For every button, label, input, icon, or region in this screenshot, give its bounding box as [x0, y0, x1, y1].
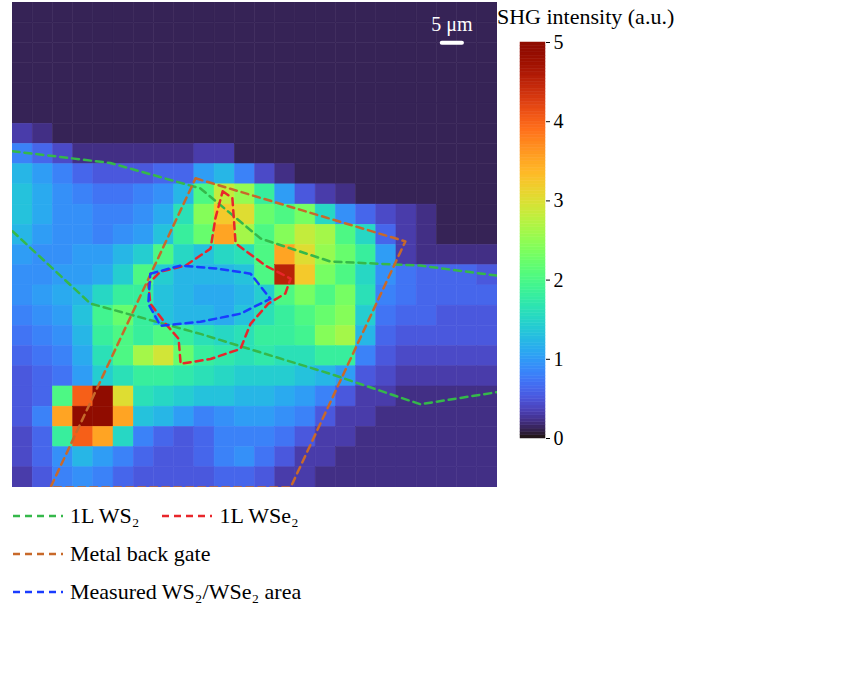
html-text:1L WSe₂: 1L WSe₂ [219, 503, 299, 528]
svg-text:1: 1 [554, 348, 564, 370]
svg-text:2: 2 [554, 269, 564, 291]
svg-text:5: 5 [554, 31, 564, 53]
html-text:1L WS₂: 1L WS₂ [70, 503, 140, 528]
html-text:Metal back gate: Metal back gate [70, 541, 211, 566]
svg-text:0: 0 [554, 427, 564, 449]
html-text:SHG intensity (a.u.): SHG intensity (a.u.) [497, 4, 675, 29]
svg-text:5 μm: 5 μm [431, 13, 473, 36]
svg-text:4: 4 [554, 110, 564, 132]
svg-text:3: 3 [554, 189, 564, 211]
html-text:Measured WS₂/WSe₂ area: Measured WS₂/WSe₂ area [70, 579, 302, 604]
